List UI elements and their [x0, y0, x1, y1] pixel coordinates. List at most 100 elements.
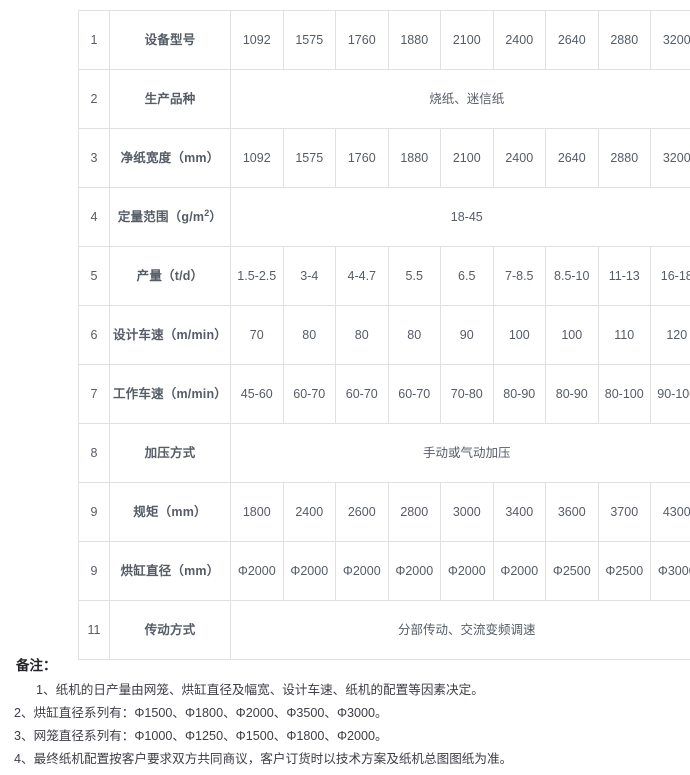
notes-title: 备注： — [16, 658, 57, 673]
value-cell: 4-4.7 — [335, 246, 389, 306]
value-cell: 1092 — [230, 128, 284, 188]
merged-value-cell: 手动或气动加压 — [230, 423, 690, 483]
row-index-cell: 7 — [78, 364, 110, 424]
value-cell: 60-70 — [282, 364, 336, 424]
merged-value-cell: 分部传动、交流变频调速 — [230, 600, 690, 660]
value-cell: 1092 — [230, 10, 284, 70]
value-cell: 60-70 — [387, 364, 441, 424]
table-row: 6 设计车速（m/min） 70 80 80 80 90 100 100 110 120 — [78, 305, 690, 365]
value-cell: 60-70 — [335, 364, 389, 424]
value-cell: 90 — [440, 305, 494, 365]
value-cell: 110 — [597, 305, 651, 365]
table-row: 8 加压方式 手动或气动加压 — [78, 423, 690, 483]
value-cell: 5.5 — [387, 246, 441, 306]
value-cell: 120 — [650, 305, 690, 365]
unit-superscript: 2 — [204, 207, 210, 218]
value-cell: Φ2000 — [230, 541, 284, 601]
value-cell: 80-90 — [545, 364, 599, 424]
row-index-cell: 4 — [78, 187, 110, 247]
value-cell: 1575 — [282, 128, 336, 188]
value-cell: 2100 — [440, 128, 494, 188]
row-index-cell: 9 — [78, 541, 110, 601]
value-cell: 1800 — [230, 482, 284, 542]
paper-machine-spec-table: 1 设备型号 1092 1575 1760 1880 2100 2400 2640 2880 320… — [78, 10, 690, 660]
value-cell: 80 — [335, 305, 389, 365]
value-cell: 80 — [282, 305, 336, 365]
row-index-cell: 11 — [78, 600, 110, 660]
note-item: 4、最终纸机配置按客户要求双方共同商议，客户订货时以技术方案及纸机总图图纸为准。 — [14, 752, 513, 766]
value-cell: 3700 — [597, 482, 651, 542]
value-cell: 7-8.5 — [492, 246, 546, 306]
value-cell: 1880 — [387, 10, 441, 70]
value-cell: Φ2500 — [597, 541, 651, 601]
row-label-cell: 规矩（mm） — [109, 482, 231, 542]
value-cell: 100 — [492, 305, 546, 365]
merged-value-cell: 18-45 — [230, 187, 690, 247]
value-cell: 2640 — [545, 128, 599, 188]
value-cell: 2100 — [440, 10, 494, 70]
value-cell: 45-60 — [230, 364, 284, 424]
value-cell: 1.5-2.5 — [230, 246, 284, 306]
value-cell: 16-18 — [650, 246, 690, 306]
row-label-cell: 传动方式 — [109, 600, 231, 660]
value-cell: 3600 — [545, 482, 599, 542]
value-cell: Φ2000 — [387, 541, 441, 601]
value-cell: 3000 — [440, 482, 494, 542]
value-cell: Φ2500 — [545, 541, 599, 601]
row-label-cell: 产量（t/d） — [109, 246, 231, 306]
value-cell: 2800 — [387, 482, 441, 542]
value-cell: 2400 — [492, 10, 546, 70]
notes-section: 备注： 1、纸机的日产量由网笼、烘缸直径及幅宽、设计车速、纸机的配置等因素决定。… — [0, 655, 690, 771]
value-cell: 2400 — [282, 482, 336, 542]
row-index-cell: 3 — [78, 128, 110, 188]
value-cell: 4300 — [650, 482, 690, 542]
value-cell: 3400 — [492, 482, 546, 542]
spec-table-body: 1 设备型号 1092 1575 1760 1880 2100 2400 2640 2880 320… — [78, 10, 690, 660]
table-row: 1 设备型号 1092 1575 1760 1880 2100 2400 2640 2880 320… — [78, 10, 690, 70]
value-cell: 3-4 — [282, 246, 336, 306]
table-row: 4 定量范围（g/m2） 18-45 — [78, 187, 690, 247]
row-label-cell: 设备型号 — [109, 10, 231, 70]
value-cell: Φ3000 — [650, 541, 690, 601]
note-item: 2、烘缸直径系列有：Φ1500、Φ1800、Φ2000、Φ3500、Φ3000。 — [14, 706, 388, 720]
value-cell: 80-90 — [492, 364, 546, 424]
row-index-cell: 8 — [78, 423, 110, 483]
note-item: 3、网笼直径系列有：Φ1000、Φ1250、Φ1500、Φ1800、Φ2000。 — [14, 729, 388, 743]
value-cell: 2600 — [335, 482, 389, 542]
note-item: 1、纸机的日产量由网笼、烘缸直径及幅宽、设计车速、纸机的配置等因素决定。 — [36, 683, 484, 697]
value-cell: 2640 — [545, 10, 599, 70]
row-label-cell: 净纸宽度（mm） — [109, 128, 231, 188]
value-cell: Φ2000 — [492, 541, 546, 601]
row-index-cell: 6 — [78, 305, 110, 365]
value-cell: 6.5 — [440, 246, 494, 306]
value-cell: Φ2000 — [440, 541, 494, 601]
value-cell: 70-80 — [440, 364, 494, 424]
row-label-cell: 烘缸直径（mm） — [109, 541, 231, 601]
value-cell: 1880 — [387, 128, 441, 188]
table-row: 9 烘缸直径（mm） Φ2000 Φ2000 Φ2000 Φ2000 Φ2000 Φ2000 Φ… — [78, 541, 690, 601]
value-cell: Φ2000 — [335, 541, 389, 601]
row-index-cell: 1 — [78, 10, 110, 70]
value-cell: 1760 — [335, 10, 389, 70]
value-cell: 2880 — [597, 128, 651, 188]
row-label-cell: 加压方式 — [109, 423, 231, 483]
row-index-cell: 9 — [78, 482, 110, 542]
table-row: 5 产量（t/d） 1.5-2.5 3-4 4-4.7 5.5 6.5 7-8.5 8.5-10… — [78, 246, 690, 306]
value-cell: 90-100 — [650, 364, 690, 424]
row-index-cell: 5 — [78, 246, 110, 306]
value-cell: 100 — [545, 305, 599, 365]
notes-list: 1、纸机的日产量由网笼、烘缸直径及幅宽、设计车速、纸机的配置等因素决定。 2、烘缸… — [0, 679, 690, 771]
row-index-cell: 2 — [78, 69, 110, 129]
value-cell: 3200 — [650, 10, 690, 70]
row-label-cell: 设计车速（m/min） — [109, 305, 231, 365]
value-cell: 2880 — [597, 10, 651, 70]
spec-table-container: 1 设备型号 1092 1575 1760 1880 2100 2400 2640 2880 320… — [78, 10, 690, 660]
row-label-cell: 工作车速（m/min） — [109, 364, 231, 424]
value-cell: Φ2000 — [282, 541, 336, 601]
value-cell: 8.5-10 — [545, 246, 599, 306]
table-row: 9 规矩（mm） 1800 2400 2600 2800 3000 3400 3600 3700 4… — [78, 482, 690, 542]
value-cell: 11-13 — [597, 246, 651, 306]
value-cell: 2400 — [492, 128, 546, 188]
row-label-cell: 定量范围（g/m2） — [109, 187, 231, 247]
value-cell: 80-100 — [597, 364, 651, 424]
